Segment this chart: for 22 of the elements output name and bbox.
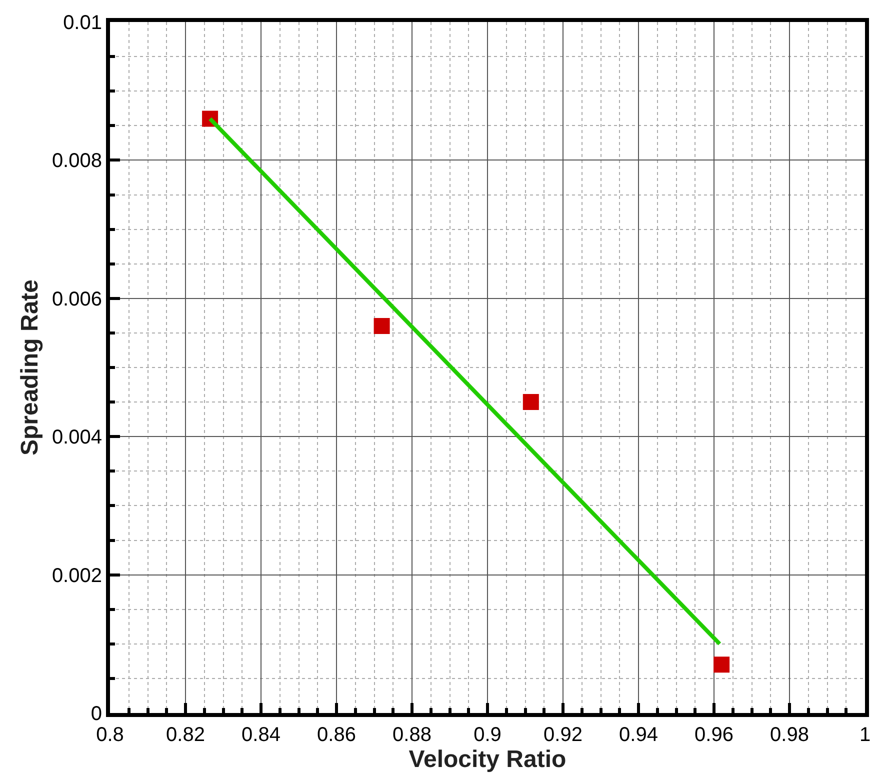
point [522, 394, 539, 410]
x-tick-label: 0.94 [619, 724, 658, 746]
x-tick-label: 0.86 [317, 724, 356, 746]
x-tick-label: 0.88 [392, 724, 432, 746]
y-tick-label: 0.006 [52, 288, 102, 310]
y-axis-title: Spreading Rate [16, 279, 44, 456]
x-tick-label: 0.8 [96, 724, 124, 746]
point [714, 656, 730, 673]
x-tick-label: 0.84 [242, 724, 280, 746]
x-tick-label: 0.92 [544, 724, 582, 746]
x-axis-title: Velocity Ratio [408, 746, 566, 773]
point [374, 318, 390, 334]
y-tick-label: 0.004 [52, 426, 102, 449]
x-tick-label: 0.9 [474, 724, 502, 746]
x-tick-label: 0.98 [770, 724, 809, 746]
y-tick-label: 0.01 [63, 12, 102, 34]
y-tick-label: 0.008 [52, 150, 102, 172]
y-tick-label: 0.002 [52, 564, 102, 587]
y-tick-label: 0 [90, 703, 102, 725]
x-tick-label: 0.82 [166, 724, 205, 746]
x-tick-label: 1 [859, 724, 871, 746]
x-tick-label: 0.96 [694, 724, 734, 746]
